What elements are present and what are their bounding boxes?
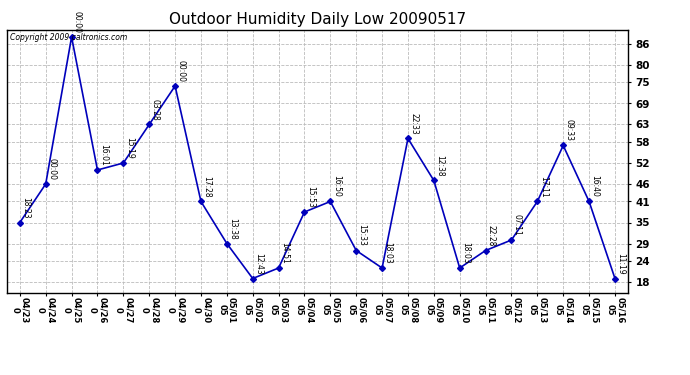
Text: 07:11: 07:11 <box>513 214 522 236</box>
Text: 12:38: 12:38 <box>435 155 444 176</box>
Text: 09:33: 09:33 <box>564 119 573 141</box>
Text: 00:00: 00:00 <box>73 11 82 33</box>
Text: 22:28: 22:28 <box>487 225 496 246</box>
Text: 13:38: 13:38 <box>228 217 237 239</box>
Text: 18:23: 18:23 <box>21 197 30 218</box>
Text: 17:28: 17:28 <box>202 176 211 197</box>
Text: 16:01: 16:01 <box>99 144 108 166</box>
Text: 16:50: 16:50 <box>332 176 341 197</box>
Text: 00:00: 00:00 <box>47 158 56 180</box>
Text: 11:19: 11:19 <box>616 253 625 274</box>
Text: 16:40: 16:40 <box>591 176 600 197</box>
Text: 15:53: 15:53 <box>306 186 315 208</box>
Title: Outdoor Humidity Daily Low 20090517: Outdoor Humidity Daily Low 20090517 <box>169 12 466 27</box>
Text: 15:33: 15:33 <box>357 225 366 246</box>
Text: 17:11: 17:11 <box>539 176 548 197</box>
Text: 22:33: 22:33 <box>409 112 418 134</box>
Text: 03:28: 03:28 <box>150 99 159 120</box>
Text: 18:03: 18:03 <box>384 242 393 264</box>
Text: 00:00: 00:00 <box>177 60 186 82</box>
Text: Copyright 2009 caltronics.com: Copyright 2009 caltronics.com <box>10 33 127 42</box>
Text: 15:19: 15:19 <box>125 137 134 159</box>
Text: 14:51: 14:51 <box>280 242 289 264</box>
Text: 18:03: 18:03 <box>461 242 470 264</box>
Text: 12:43: 12:43 <box>254 253 263 274</box>
